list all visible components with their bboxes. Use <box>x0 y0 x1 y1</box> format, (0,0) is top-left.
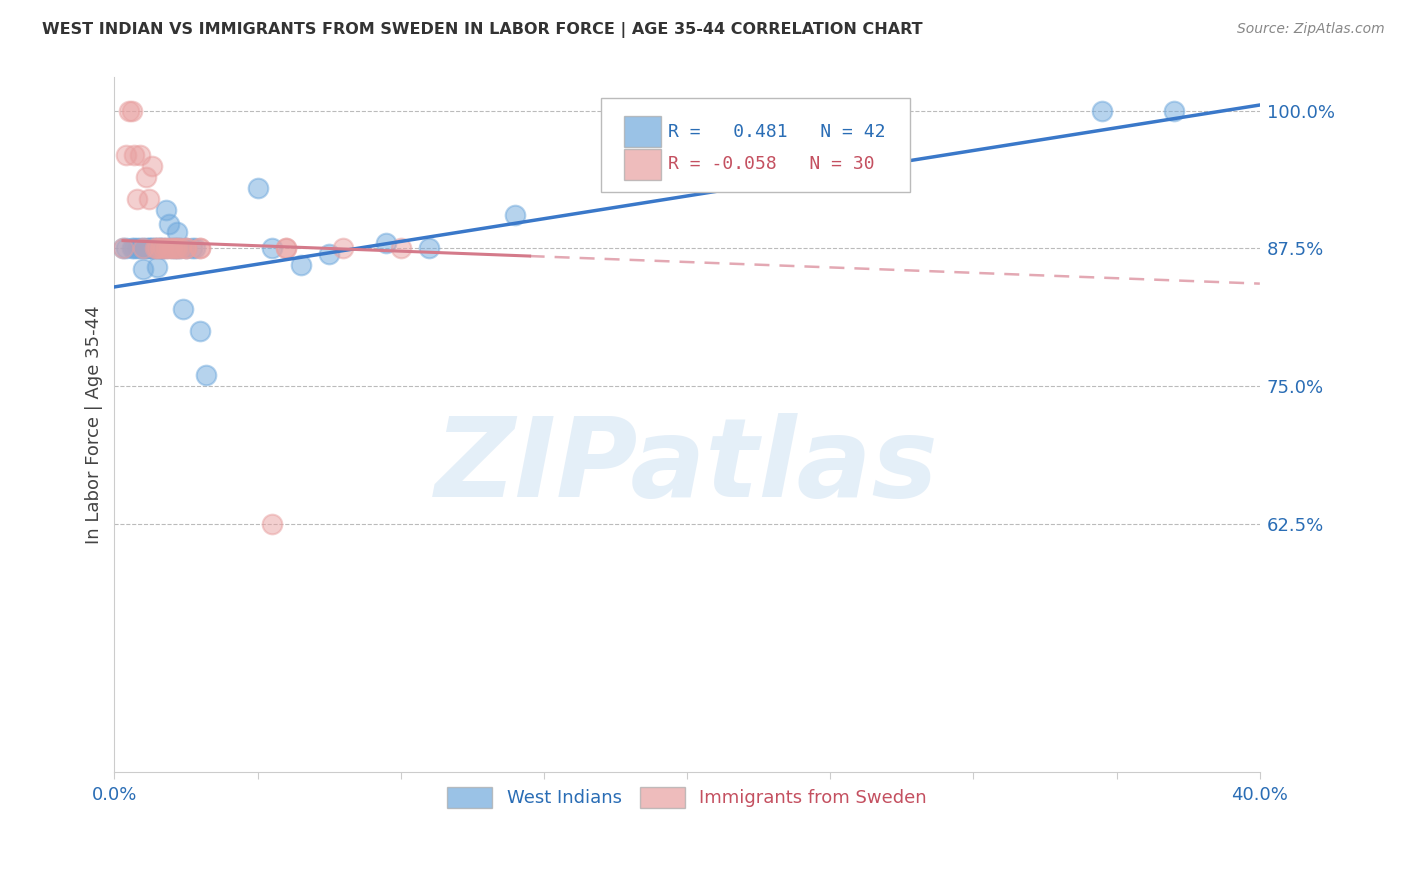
Point <box>1091 103 1114 118</box>
Point <box>276 241 298 255</box>
Point <box>166 241 188 255</box>
Point <box>418 241 440 255</box>
Point <box>149 241 172 255</box>
Y-axis label: In Labor Force | Age 35-44: In Labor Force | Age 35-44 <box>86 305 103 544</box>
Point <box>260 516 283 531</box>
Point <box>127 192 149 206</box>
Point <box>166 225 188 239</box>
Point <box>132 262 155 277</box>
Point <box>163 241 186 255</box>
Point <box>138 192 160 206</box>
Point <box>143 241 166 255</box>
Point <box>166 241 188 255</box>
Point <box>155 202 177 217</box>
Point <box>152 241 174 255</box>
Point <box>124 241 146 255</box>
Point <box>505 208 527 222</box>
Point <box>160 241 183 255</box>
Point <box>163 241 186 255</box>
Point <box>115 147 138 161</box>
Point <box>132 241 155 255</box>
Text: Source: ZipAtlas.com: Source: ZipAtlas.com <box>1237 22 1385 37</box>
Point <box>188 324 211 338</box>
Point <box>169 241 191 255</box>
Point <box>332 241 354 255</box>
Point <box>129 241 152 255</box>
Point <box>183 241 205 255</box>
Point <box>160 241 183 255</box>
FancyBboxPatch shape <box>624 149 661 179</box>
Point <box>149 241 172 255</box>
Point <box>135 241 157 255</box>
Point <box>174 241 197 255</box>
Point <box>132 241 155 255</box>
Point <box>127 241 149 255</box>
Point <box>121 103 143 118</box>
Point <box>118 103 141 118</box>
Point <box>146 241 169 255</box>
Point <box>146 241 169 255</box>
Point <box>174 241 197 255</box>
Point <box>155 241 177 255</box>
Point <box>111 241 134 255</box>
Point <box>121 241 143 255</box>
Text: ZIPatlas: ZIPatlas <box>436 413 939 520</box>
Text: R =   0.481   N = 42: R = 0.481 N = 42 <box>668 122 886 141</box>
Legend: West Indians, Immigrants from Sweden: West Indians, Immigrants from Sweden <box>440 780 934 815</box>
Point <box>141 159 163 173</box>
Point <box>152 241 174 255</box>
Point <box>375 235 398 250</box>
Point <box>1163 103 1185 118</box>
Point <box>138 241 160 255</box>
Point <box>180 241 202 255</box>
Point <box>141 241 163 255</box>
Point <box>135 169 157 184</box>
Point <box>149 241 172 255</box>
Point <box>111 241 134 255</box>
Point <box>146 260 169 274</box>
Point <box>188 241 211 255</box>
Point <box>138 241 160 255</box>
Point <box>276 241 298 255</box>
Point <box>195 368 218 383</box>
Point <box>155 241 177 255</box>
Point <box>157 217 180 231</box>
Point <box>246 180 269 194</box>
Point <box>174 241 197 255</box>
FancyBboxPatch shape <box>624 116 661 147</box>
Point <box>290 258 312 272</box>
Point <box>169 241 191 255</box>
Point <box>172 301 194 316</box>
FancyBboxPatch shape <box>602 98 911 192</box>
Point <box>141 241 163 255</box>
Text: R = -0.058   N = 30: R = -0.058 N = 30 <box>668 155 875 173</box>
Point <box>115 241 138 255</box>
Point <box>389 241 412 255</box>
Text: WEST INDIAN VS IMMIGRANTS FROM SWEDEN IN LABOR FORCE | AGE 35-44 CORRELATION CHA: WEST INDIAN VS IMMIGRANTS FROM SWEDEN IN… <box>42 22 922 38</box>
Point <box>143 241 166 255</box>
Point <box>124 147 146 161</box>
Point <box>260 241 283 255</box>
Point <box>318 247 340 261</box>
Point <box>188 241 211 255</box>
Point <box>129 147 152 161</box>
Point <box>157 241 180 255</box>
